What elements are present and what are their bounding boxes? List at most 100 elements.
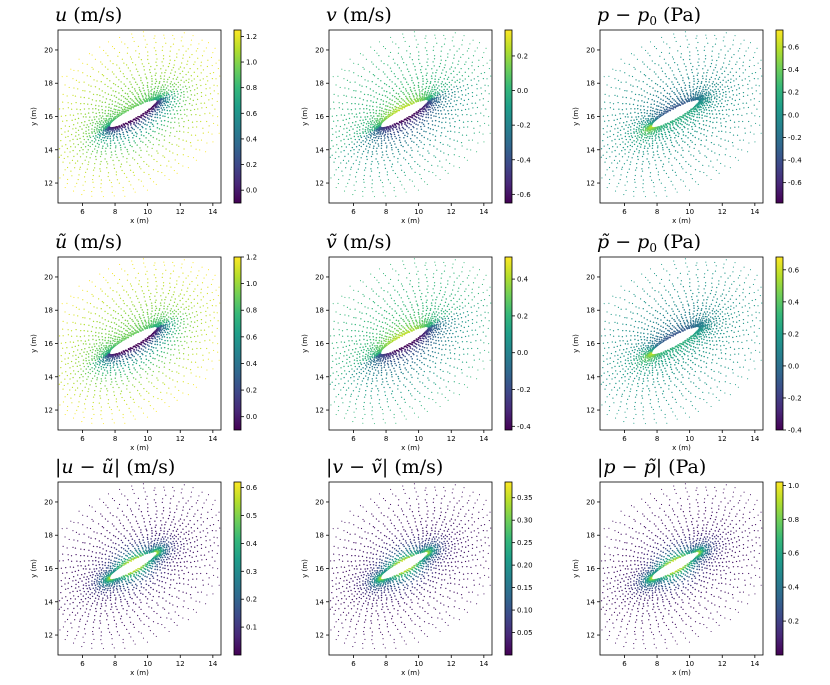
y-tick-label: 16 [315,113,324,121]
data-point [109,113,112,116]
data-point [433,106,436,109]
data-point [107,128,110,131]
data-point [449,145,451,147]
y-tick-label: 12 [44,180,53,188]
data-point [636,122,639,125]
data-point [377,167,379,169]
data-point [372,63,374,65]
data-point [646,92,648,94]
data-point [614,190,617,192]
data-point [154,68,156,70]
colorbar-tick-label: -0.2 [788,134,802,142]
data-point [625,96,627,99]
data-point [411,140,413,143]
data-point [378,115,380,117]
data-point [658,115,660,118]
data-point [713,117,715,119]
data-point [350,150,352,152]
data-point [107,355,110,358]
data-point [109,342,112,344]
data-point [127,124,130,126]
data-point [404,128,406,131]
data-point [165,333,168,336]
data-point [612,108,615,110]
data-point [116,129,118,131]
data-point [619,117,622,120]
data-point [183,81,185,83]
data-point [174,105,176,108]
data-point [116,113,119,116]
data-point [168,332,170,335]
data-point [402,103,404,106]
data-point [733,104,735,106]
data-point [402,145,404,148]
data-point [92,135,95,137]
data-point [446,83,448,86]
data-point [128,153,130,155]
data-point [381,107,383,110]
data-point [150,65,152,68]
data-point [725,67,727,69]
data-point [663,58,665,60]
data-point [712,81,715,83]
data-point [718,144,720,146]
data-point [152,105,155,108]
data-point [149,128,152,131]
data-point [729,60,731,62]
data-point [704,86,707,88]
data-point [128,105,130,107]
data-point [192,157,195,159]
data-point [110,129,113,131]
data-point [104,346,106,349]
data-point [424,37,426,39]
data-point [471,139,474,141]
data-point [697,61,699,63]
data-point [603,133,605,136]
data-point [170,46,172,48]
data-point [91,99,94,101]
data-point [364,130,367,133]
data-point [212,141,214,143]
data-point [398,139,401,141]
data-point [114,90,117,93]
data-point [664,140,666,143]
data-point [128,136,130,139]
data-point [389,159,391,162]
data-point [160,164,162,167]
data-point [118,142,120,144]
data-point [679,95,682,98]
data-point [83,96,85,99]
data-point [422,113,425,116]
data-point [402,99,404,101]
data-point [175,83,177,86]
data-point [88,97,90,99]
data-point [391,163,394,165]
data-point [345,118,347,121]
data-point [135,349,138,351]
data-point [187,127,190,129]
data-point [379,106,381,109]
data-point [163,124,165,127]
data-point [724,54,726,56]
data-point [371,183,373,185]
data-point [386,96,389,99]
data-point [173,38,175,40]
data-point [706,175,708,177]
data-point [624,143,627,145]
data-point [178,49,180,51]
data-point [731,141,734,144]
data-point [129,124,132,126]
data-point [393,95,396,98]
data-point [400,124,403,126]
data-point [74,162,77,164]
data-point [105,153,107,155]
data-point [726,113,728,116]
data-point [157,94,159,96]
data-point [89,141,91,144]
data-point [718,53,720,55]
data-point [636,107,639,110]
data-point [346,127,348,129]
data-point [432,90,434,93]
data-point [729,119,732,122]
data-point [101,101,104,103]
